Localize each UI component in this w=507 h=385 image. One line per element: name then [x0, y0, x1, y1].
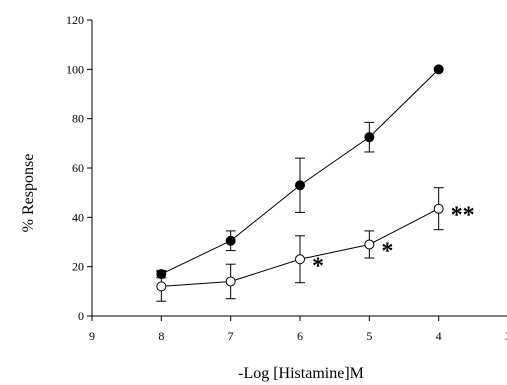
x-tick-label: 9	[89, 329, 95, 343]
series-layer	[156, 64, 444, 302]
data-point	[364, 239, 375, 250]
annotation-layer: ****	[312, 203, 475, 280]
significance-annotation: *	[312, 253, 324, 279]
significance-annotation: **	[451, 203, 475, 229]
data-point	[364, 132, 375, 143]
x-tick-label: 6	[297, 329, 303, 343]
data-point	[225, 276, 236, 287]
x-tick-label: 5	[366, 329, 372, 343]
data-point	[156, 281, 167, 292]
y-tick-label: 100	[66, 62, 84, 76]
data-point	[433, 203, 444, 214]
x-tick-label: 7	[228, 329, 234, 343]
x-axis-title: -Log [Histamine]M	[238, 365, 364, 382]
y-tick-label: 60	[72, 161, 84, 175]
data-point	[295, 180, 305, 191]
series-2	[156, 187, 444, 302]
x-tick-label: 3	[505, 329, 507, 343]
x-tick-label: 8	[158, 329, 164, 343]
y-tick-label: 20	[72, 260, 84, 274]
significance-annotation: *	[381, 238, 393, 264]
y-axis-title: % Response	[20, 154, 37, 233]
y-tick-label: 120	[66, 13, 84, 27]
y-tick-label: 40	[72, 210, 84, 224]
y-tick-label: 80	[72, 112, 84, 126]
data-point	[225, 235, 236, 246]
data-point	[433, 64, 444, 75]
y-tick-label: 0	[78, 309, 84, 323]
data-point	[295, 254, 305, 265]
ticks: 0 20 40 60 80 100 120 9 8 7 6 5 4 3	[66, 13, 507, 343]
x-tick-label: 4	[436, 329, 442, 343]
